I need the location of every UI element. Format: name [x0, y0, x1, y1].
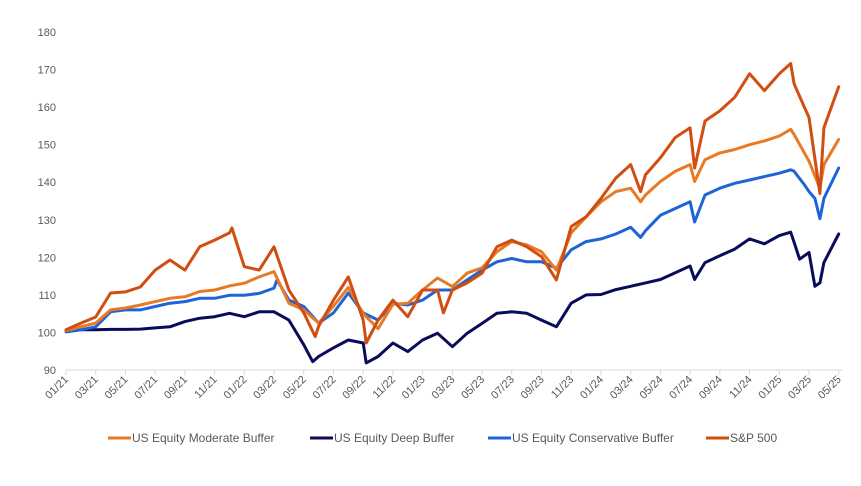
- x-tick-label: 07/21: [132, 374, 160, 402]
- x-tick-label: 03/21: [73, 374, 101, 402]
- x-tick-label: 05/22: [281, 374, 309, 402]
- x-tick-label: 07/23: [489, 374, 517, 402]
- series-lines: [64, 62, 841, 365]
- y-tick-label: 160: [38, 102, 56, 114]
- x-tick-label: 11/22: [371, 374, 398, 401]
- y-tick-label: 90: [44, 365, 56, 377]
- legend-label: US Equity Moderate Buffer: [132, 431, 275, 445]
- x-tick-label: 09/21: [162, 374, 190, 402]
- x-tick-label: 03/25: [786, 374, 814, 402]
- x-tick-label: 03/24: [608, 374, 636, 402]
- legend-label: US Equity Deep Buffer: [334, 431, 455, 445]
- legend-item: US Equity Moderate Buffer: [108, 431, 275, 445]
- legend-label: US Equity Conservative Buffer: [512, 431, 674, 445]
- x-tick-label: 01/22: [221, 374, 249, 402]
- y-tick-label: 110: [38, 290, 56, 302]
- x-tick-label: 05/24: [638, 374, 666, 402]
- x-tick-label: 03/23: [430, 374, 458, 402]
- y-tick-label: 180: [38, 27, 56, 39]
- x-tick-label: 07/22: [311, 374, 339, 402]
- x-tick-label: 05/23: [459, 374, 487, 402]
- x-tick-label: 11/23: [549, 374, 576, 401]
- x-tick-label: 11/24: [727, 374, 754, 401]
- legend-item: US Equity Conservative Buffer: [488, 431, 674, 445]
- x-tick-label: 05/25: [816, 374, 844, 402]
- x-tick-label: 01/25: [756, 374, 784, 402]
- x-axis: 01/21 03/21 05/21 07/21 09/21 11/21 01/22 03/22…: [43, 369, 844, 402]
- legend-label: S&P 500: [730, 431, 777, 445]
- y-tick-label: 140: [38, 177, 56, 189]
- x-tick-label: 01/24: [578, 374, 606, 402]
- y-tick-label: 130: [38, 215, 56, 227]
- x-tick-label: 09/22: [340, 374, 368, 402]
- series-line-us-equity-deep-buffer: [64, 230, 841, 365]
- x-tick-label: 11/21: [192, 374, 219, 401]
- series-line-us-equity-conservative-buffer: [64, 166, 841, 334]
- x-tick-label: 09/23: [519, 374, 547, 402]
- y-tick-label: 170: [38, 65, 56, 77]
- x-tick-label: 01/21: [43, 374, 71, 402]
- y-tick-label: 100: [38, 327, 56, 339]
- x-tick-label: 01/23: [400, 374, 428, 402]
- x-tick-label: 07/24: [667, 374, 695, 402]
- legend-item: US Equity Deep Buffer: [310, 431, 455, 445]
- x-tick-label: 09/24: [697, 374, 725, 402]
- y-tick-label: 120: [38, 252, 56, 264]
- legend: US Equity Moderate Buffer US Equity Deep …: [108, 431, 777, 445]
- y-axis: 90 100 110 120 130 140 150 160 170 180: [38, 27, 56, 377]
- x-tick-label: 03/22: [251, 374, 279, 402]
- y-tick-label: 150: [38, 140, 56, 152]
- legend-item: S&P 500: [706, 431, 777, 445]
- series-line-s-p-500: [64, 62, 841, 345]
- series-line-us-equity-moderate-buffer: [64, 127, 841, 333]
- x-tick-label: 05/21: [103, 374, 131, 402]
